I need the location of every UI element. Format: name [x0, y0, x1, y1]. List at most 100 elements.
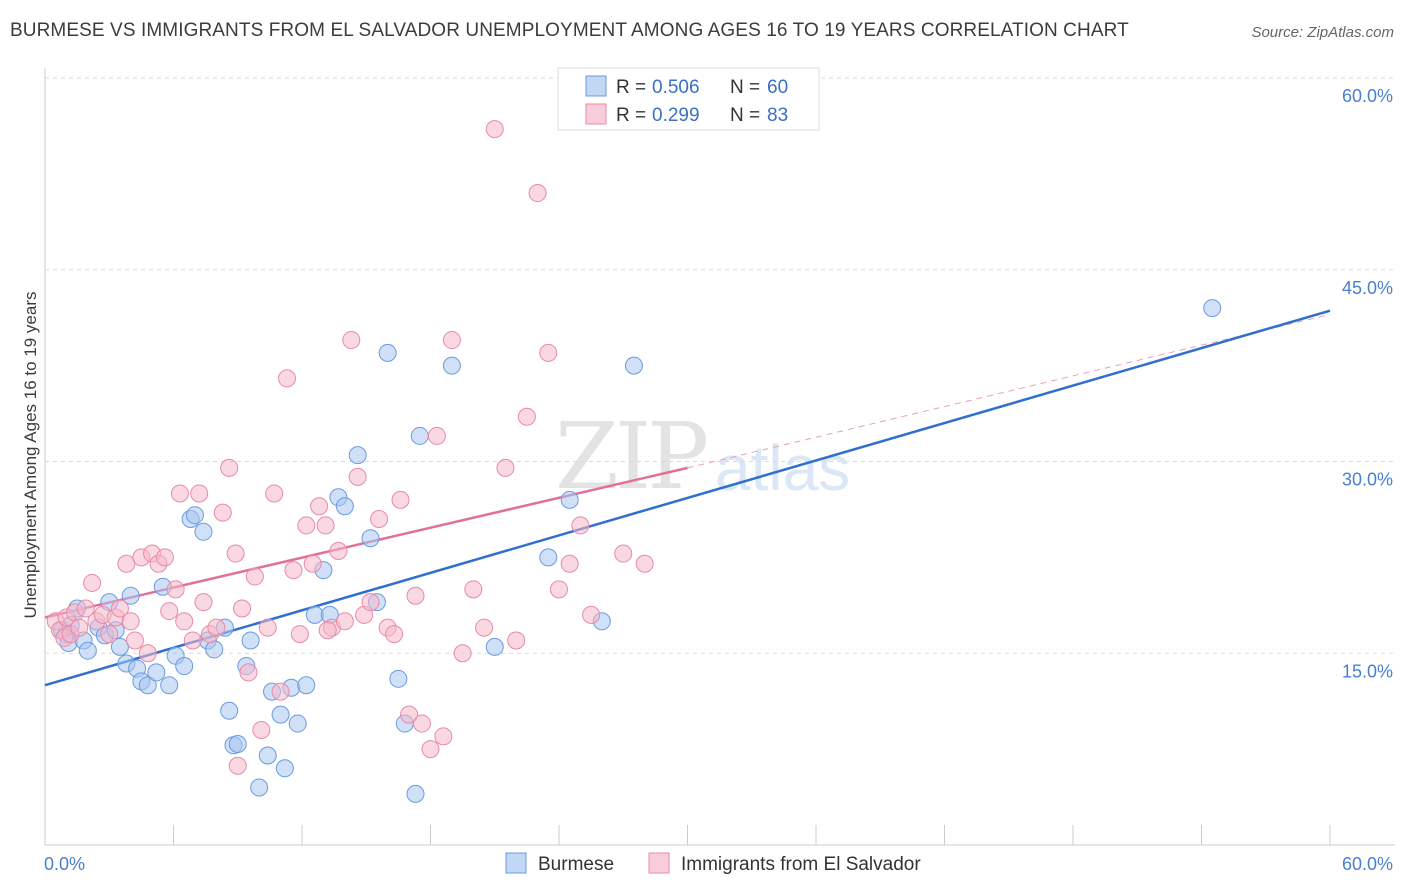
data-point-el-salvador [453, 644, 472, 663]
data-point-burmese [1203, 299, 1222, 318]
legend-n-value: 83 [767, 105, 788, 126]
data-point-el-salvador [635, 554, 654, 573]
axes [44, 68, 1395, 846]
data-point-el-salvador [83, 573, 102, 592]
data-point-burmese [288, 714, 307, 733]
data-point-el-salvador [233, 599, 252, 618]
data-point-el-salvador [329, 541, 348, 560]
data-point-el-salvador [76, 599, 95, 618]
y-tick-label: 60.0% [1342, 86, 1393, 106]
data-point-burmese [361, 529, 380, 548]
legend-swatch [585, 103, 607, 125]
data-point-el-salvador [335, 612, 354, 631]
data-point-burmese [335, 497, 354, 516]
legend-r-label: R = [616, 77, 646, 98]
x-tick-label: 0.0% [44, 854, 85, 874]
x-tick-labels: 0.0% 60.0% [44, 854, 1393, 874]
data-point-el-salvador [303, 554, 322, 573]
data-point-el-salvador [70, 618, 89, 637]
trend-lines [44, 309, 1331, 687]
data-point-el-salvador [239, 663, 258, 682]
y-tick-label: 30.0% [1342, 470, 1393, 490]
data-point-burmese [305, 605, 324, 624]
data-point-el-salvador [614, 544, 633, 563]
y-tick-label: 15.0% [1342, 661, 1393, 681]
legend-n-label: N = [730, 77, 760, 98]
data-point-burmese [624, 356, 643, 375]
data-point-el-salvador [258, 618, 277, 637]
y-tick-labels: 15.0% 30.0% 45.0% 60.0% [1342, 86, 1393, 681]
data-point-burmese [220, 701, 239, 720]
data-point-el-salvador [245, 567, 264, 586]
legend-r-value: 0.506 [652, 77, 700, 98]
legend-bottom-label: Immigrants from El Salvador [681, 854, 921, 875]
data-point-el-salvador [434, 727, 453, 746]
data-point-burmese [250, 778, 269, 797]
data-point-burmese [185, 506, 204, 525]
data-point-burmese [78, 641, 97, 660]
grid-lines [45, 77, 1395, 654]
data-point-el-salvador [265, 484, 284, 503]
legend-bottom: Burmese Immigrants from El Salvador [505, 852, 921, 875]
data-point-el-salvador [121, 612, 140, 631]
data-point-el-salvador [485, 120, 504, 139]
data-point-burmese [560, 490, 579, 509]
data-point-el-salvador [528, 184, 547, 203]
data-point-burmese [442, 356, 461, 375]
data-point-el-salvador [271, 682, 290, 701]
data-point-el-salvador [175, 612, 194, 631]
data-point-el-salvador [550, 580, 568, 599]
data-point-el-salvador [539, 343, 558, 362]
data-point-burmese [110, 637, 129, 656]
data-point-el-salvador [138, 644, 157, 663]
data-point-burmese [194, 522, 213, 541]
data-point-burmese [297, 676, 316, 695]
data-point-el-salvador [155, 548, 174, 567]
trend-extension-1 [687, 314, 1331, 469]
data-point-el-salvador [316, 516, 335, 535]
data-point-el-salvador [160, 602, 179, 621]
data-point-el-salvador [507, 631, 526, 650]
data-point-el-salvador [310, 497, 329, 516]
data-point-burmese [228, 735, 247, 754]
legend-bottom-swatch [505, 852, 527, 874]
data-point-el-salvador [297, 516, 316, 535]
data-point-burmese [485, 637, 504, 656]
chart-source: Source: ZipAtlas.com [1251, 24, 1394, 41]
data-point-burmese [147, 663, 166, 682]
data-point-el-salvador [348, 467, 367, 486]
data-point-el-salvador [582, 605, 601, 624]
data-point-el-salvador [125, 631, 144, 650]
data-point-el-salvador [228, 756, 247, 775]
data-point-burmese [121, 586, 140, 605]
data-point-el-salvador [252, 720, 271, 739]
data-point-el-salvador [496, 458, 515, 477]
data-point-burmese [275, 759, 294, 778]
legend-swatch [585, 75, 607, 97]
data-point-el-salvador [226, 544, 245, 563]
data-point-el-salvador [190, 484, 209, 503]
y-axis-title: Unemployment Among Ages 16 to 19 years [21, 292, 40, 619]
data-point-el-salvador [442, 331, 461, 350]
data-point-el-salvador [110, 599, 129, 618]
data-point-burmese [205, 640, 224, 659]
data-point-el-salvador [278, 369, 297, 388]
data-point-el-salvador [571, 516, 590, 535]
data-point-el-salvador [427, 426, 446, 445]
data-point-el-salvador [170, 484, 189, 503]
data-point-el-salvador [406, 586, 425, 605]
data-point-el-salvador [318, 621, 337, 640]
legend-r-value: 0.299 [652, 105, 700, 126]
data-point-burmese [138, 676, 157, 695]
data-point-burmese [241, 631, 260, 650]
data-point-el-salvador [213, 503, 232, 522]
data-point-el-salvador [560, 554, 579, 573]
x-tick-label: 60.0% [1342, 854, 1393, 874]
data-point-el-salvador [370, 510, 389, 529]
data-point-el-salvador [290, 625, 309, 644]
watermark-atlas: atlas [715, 432, 850, 504]
legend-bottom-label: Burmese [538, 854, 614, 875]
data-point-el-salvador [421, 740, 440, 759]
y-tick-label: 45.0% [1342, 278, 1393, 298]
